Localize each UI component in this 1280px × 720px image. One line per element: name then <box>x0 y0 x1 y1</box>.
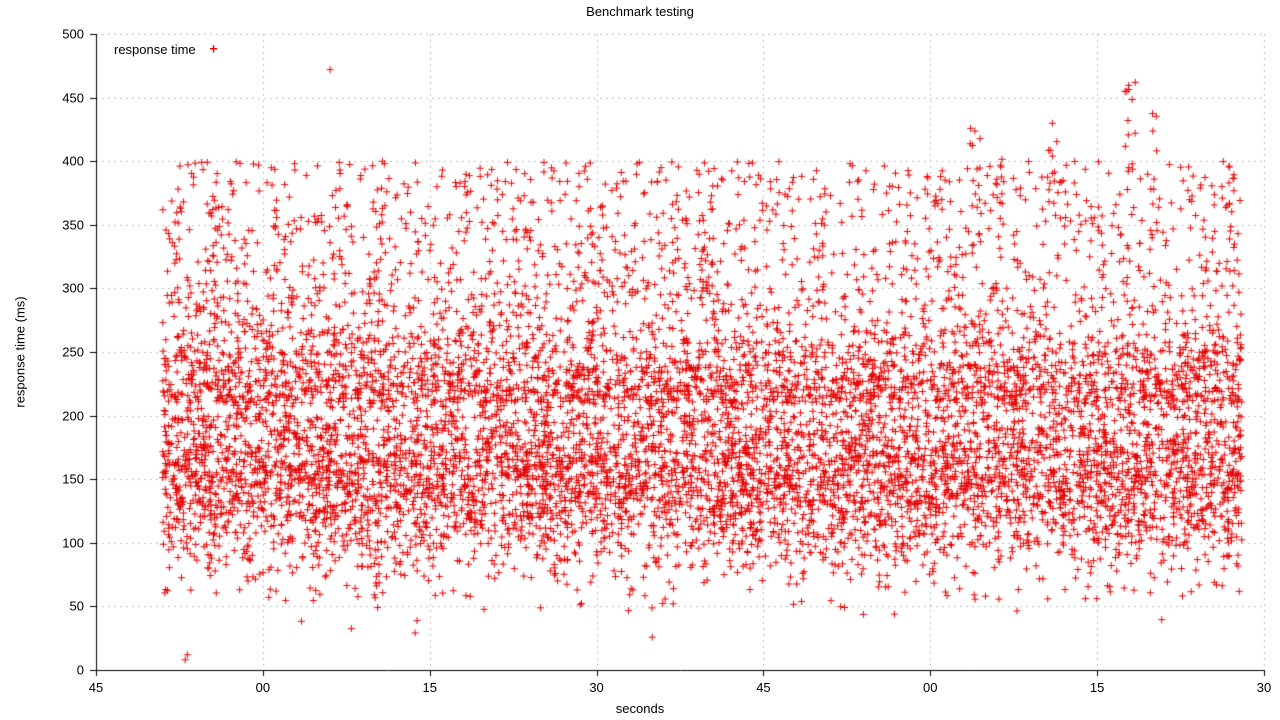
y-tick-label: 0 <box>44 663 84 678</box>
legend-label: response time <box>114 42 196 57</box>
y-tick-label: 450 <box>44 90 84 105</box>
x-tick-label: 30 <box>589 680 603 695</box>
plot-canvas <box>0 0 1280 720</box>
y-tick-label: 150 <box>44 472 84 487</box>
x-tick-label: 45 <box>756 680 770 695</box>
x-tick-label: 15 <box>422 680 436 695</box>
y-tick-label: 400 <box>44 154 84 169</box>
y-tick-label: 500 <box>44 27 84 42</box>
x-tick-label: 00 <box>923 680 937 695</box>
x-tick-label: 00 <box>256 680 270 695</box>
x-tick-label: 15 <box>1090 680 1104 695</box>
y-tick-label: 300 <box>44 281 84 296</box>
legend: response time + <box>114 42 217 57</box>
x-tick-label: 30 <box>1257 680 1271 695</box>
x-tick-label: 45 <box>89 680 103 695</box>
y-tick-label: 100 <box>44 535 84 550</box>
legend-marker-icon: + <box>210 42 218 57</box>
y-tick-label: 200 <box>44 408 84 423</box>
benchmark-scatter-chart: Benchmark testing response time (ms) sec… <box>0 0 1280 720</box>
y-tick-label: 350 <box>44 217 84 232</box>
y-tick-label: 50 <box>44 599 84 614</box>
y-tick-label: 250 <box>44 345 84 360</box>
